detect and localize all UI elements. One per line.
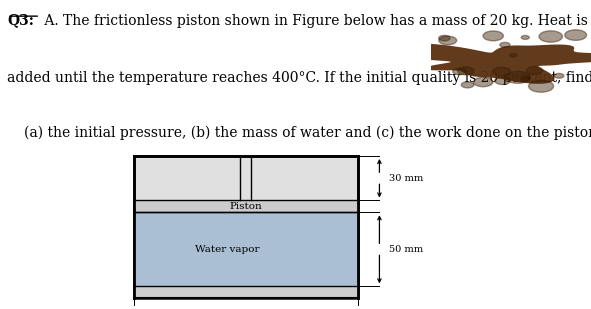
Circle shape xyxy=(509,53,517,57)
Bar xyxy=(134,201,358,212)
Circle shape xyxy=(483,31,504,41)
Circle shape xyxy=(521,77,530,81)
Text: A. The frictionless piston shown in Figure below has a mass of 20 kg. Heat is: A. The frictionless piston shown in Figu… xyxy=(40,14,588,28)
Bar xyxy=(134,286,358,298)
Circle shape xyxy=(521,36,530,39)
Circle shape xyxy=(505,71,530,83)
Circle shape xyxy=(500,42,510,47)
Circle shape xyxy=(523,76,531,80)
Text: Water vapor: Water vapor xyxy=(195,245,259,254)
Text: Q3:: Q3: xyxy=(7,14,34,28)
Circle shape xyxy=(492,67,511,76)
Bar xyxy=(134,212,358,286)
Circle shape xyxy=(457,67,474,75)
Bar xyxy=(134,156,358,298)
Text: 50 mm: 50 mm xyxy=(389,245,423,254)
Polygon shape xyxy=(395,44,591,84)
Circle shape xyxy=(527,66,543,74)
Circle shape xyxy=(439,36,457,45)
Circle shape xyxy=(565,30,587,40)
Circle shape xyxy=(439,35,450,41)
Circle shape xyxy=(554,74,564,78)
Text: added until the temperature reaches 400°C. If the initial quality is 20 percent,: added until the temperature reaches 400°… xyxy=(7,71,591,85)
Circle shape xyxy=(461,82,474,88)
Circle shape xyxy=(539,31,563,42)
Circle shape xyxy=(453,68,466,75)
Circle shape xyxy=(495,77,511,85)
Text: Piston: Piston xyxy=(229,202,262,211)
Text: (a) the initial pressure, (b) the mass of water and (c) the work done on the pis: (a) the initial pressure, (b) the mass o… xyxy=(24,126,591,140)
Text: 30 mm: 30 mm xyxy=(389,174,423,183)
Circle shape xyxy=(473,77,493,87)
Circle shape xyxy=(528,80,554,92)
